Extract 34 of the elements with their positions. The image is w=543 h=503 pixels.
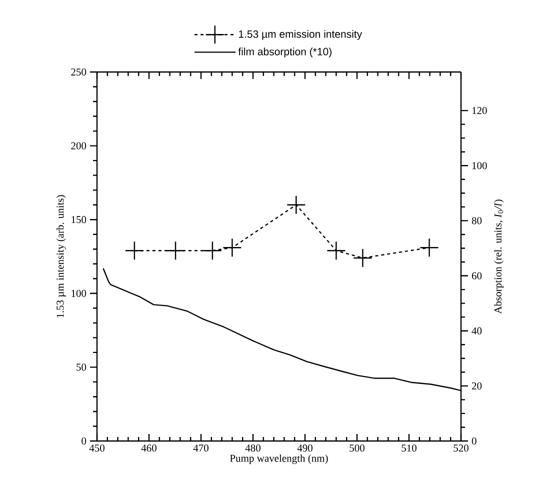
y2-tick-label: 100 (472, 162, 487, 170)
point (124, 240, 144, 260)
y-tick-label: 150 (72, 216, 86, 224)
y-tick-label: 50 (76, 364, 86, 371)
y2-axis-title: Absorption (rel. units, I$_{0}$/I) (494, 200, 504, 314)
y2-tick-label: 60 (472, 272, 482, 280)
point (166, 240, 186, 260)
x-tick-label: 490 (297, 444, 312, 452)
y2-tick-label: 40 (472, 327, 482, 334)
x-tick-label: 500 (350, 444, 364, 452)
y2-tick-label: 0 (472, 437, 476, 445)
point (222, 238, 242, 258)
y-tick-label: 250 (71, 68, 86, 76)
point (353, 248, 372, 268)
y-tick-label: 200 (71, 142, 86, 150)
point (286, 195, 306, 214)
y2-tick-label: 20 (472, 382, 482, 390)
x-tick-label: 470 (193, 444, 208, 452)
x-tick-label: 480 (245, 444, 260, 452)
y-tick-label: 100 (72, 290, 86, 297)
point (202, 240, 222, 260)
y-axis-title: 1.53 µm intensity (arb. units) (56, 195, 66, 318)
point (420, 238, 439, 258)
x-tick-label: 510 (402, 444, 416, 452)
x-tick-label: 460 (141, 444, 156, 452)
x-tick-label: 450 (89, 444, 104, 452)
legend-label: film absorption (*10) (238, 48, 332, 58)
x-axis-title: Pump wavelength (nm) (230, 454, 328, 464)
y-tick-label: 0 (82, 437, 86, 445)
y2-tick-label: 80 (472, 217, 482, 224)
x-tick-label: 520 (454, 444, 468, 452)
legend-label: 1.53 µm emission intensity (238, 30, 362, 40)
point (326, 240, 346, 260)
y2-tick-label: 120 (472, 107, 487, 114)
